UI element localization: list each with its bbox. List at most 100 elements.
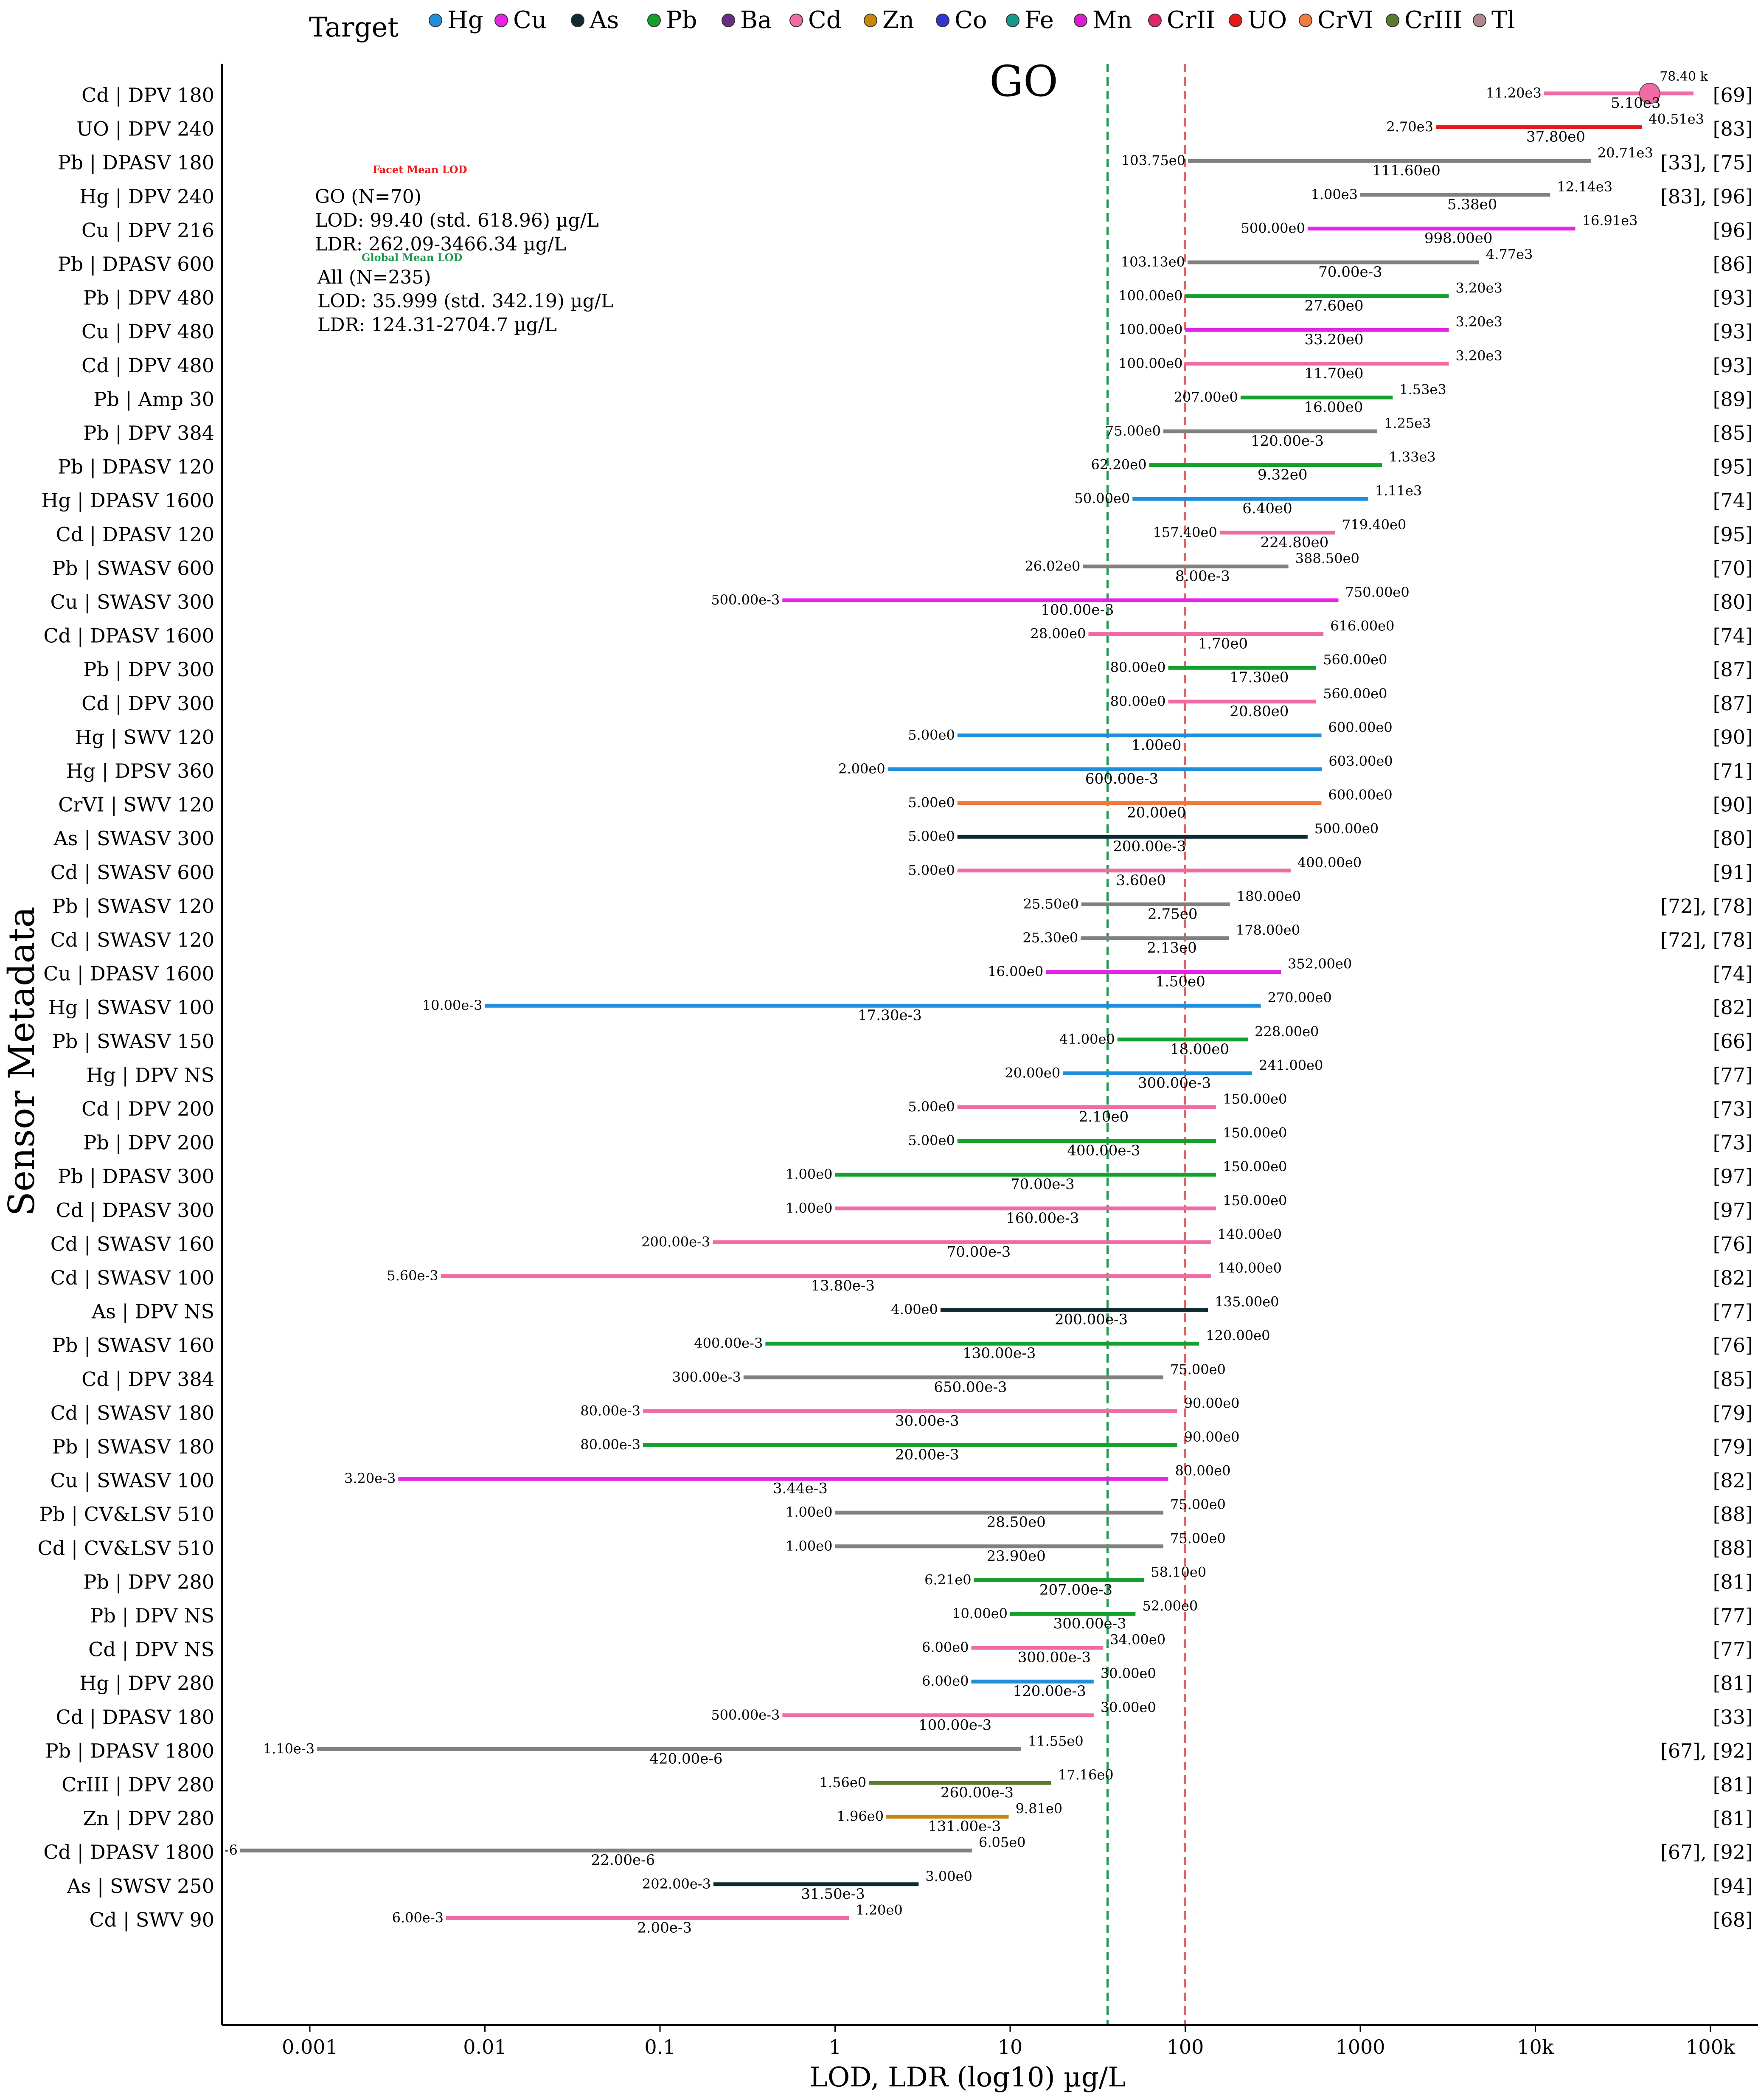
range-start-label: 207.00e0 [1174,389,1238,405]
y-axis-label: Sensor Metadata [1,906,42,1216]
value-labels: Cd | DPV 180 [69] 11.20e3 5.10e3 UO | DPV 24… [38,69,1753,1936]
stats-annotation: Facet Mean LOD Global Mean LOD GO (N=70)… [315,163,613,336]
range-end-label: 603.00e0 [1328,753,1393,769]
legend-label: UO [1247,6,1287,34]
row-reference: [83] [1713,118,1753,141]
lod-label: 1.50e0 [1155,973,1205,990]
row-label: Pb | SWASV 600 [52,557,214,579]
range-end-label: 75.00e0 [1170,1530,1226,1546]
lod-label: 5.10e3 [1611,95,1660,112]
legend-label: Cu [513,6,547,34]
range-start-label: 6.00e-3 [392,1909,444,1926]
range-end-label: 3.00e0 [925,1868,972,1884]
reference-lines [1106,64,1186,2025]
row-label: Zn | DPV 280 [83,1807,214,1830]
legend-entry-crvi: CrVI [1299,6,1373,34]
range-start-label: 62.20e0 [1091,457,1147,473]
row-reference: [95] [1713,455,1753,478]
range-end-label: 600.00e0 [1328,787,1392,803]
range-start-label: 500.00e0 [1241,220,1305,236]
lod-label: 998.00e0 [1424,230,1493,247]
lod-label: 9.32e0 [1258,467,1307,484]
lod-label: 131.00e-3 [928,1818,1001,1835]
row-reference: [70] [1713,557,1753,579]
lod-label: 30.00e-3 [895,1412,959,1429]
range-start-label: 6.00e0 [922,1639,969,1656]
range-start-label: 5.00e0 [908,727,955,743]
lod-label: 2.10e0 [1079,1108,1129,1125]
row-label: Cu | DPASV 1600 [43,962,214,985]
row-label: Cu | DPV 480 [81,320,214,343]
range-start-label: 103.13e0 [1121,254,1185,270]
row-reference: [74] [1713,962,1753,985]
range-end-label: 30.00e0 [1101,1665,1156,1681]
row-reference: [88] [1713,1503,1753,1526]
row-label: CrVI | SWV 120 [58,793,214,816]
range-end-label: 30.00e0 [1101,1699,1156,1715]
row-label: Hg | SWASV 100 [48,996,214,1019]
lod-label: 300.00e-3 [1138,1074,1211,1091]
range-start-label: 300.00e-3 [672,1369,741,1385]
range-start-label: 1.56e0 [820,1774,867,1791]
row-reference: [81] [1713,1672,1753,1695]
range-start-label: -6 [225,1842,238,1858]
x-tick-label: 100 [1167,2035,1204,2058]
x-tick-label: 10 [998,2035,1023,2058]
legend-label: Pb [666,6,697,34]
range-start-label: 75.00e0 [1105,423,1161,439]
lod-label: 2.00e-3 [637,1919,692,1936]
range-end-label: 352.00e0 [1288,956,1352,972]
row-label: Cd | SWV 90 [89,1908,214,1931]
legend-swatch [429,14,442,27]
range-end-label: 1.33e3 [1389,449,1436,465]
lod-label: 6.40e0 [1242,500,1292,517]
range-end-label: 1.20e0 [856,1902,903,1918]
row-label: Pb | SWASV 160 [52,1334,214,1357]
row-label: Pb | SWASV 150 [52,1030,214,1053]
range-end-label: 120.00e0 [1206,1327,1270,1344]
legend-label: CrIII [1404,6,1462,34]
legend-entry-cu: Cu [494,6,547,34]
lod-label: 200.00e-3 [1113,838,1186,855]
lod-label: 600.00e-3 [1085,770,1158,787]
lod-label: 20.80e0 [1230,703,1289,720]
row-reference: [33] [1713,1706,1753,1729]
legend-swatch [494,14,508,27]
lod-label: 5.38e0 [1447,196,1497,213]
lod-label: 420.00e-6 [649,1750,722,1767]
point-value-label: 78.40 k [1660,69,1708,84]
range-end-label: 600.00e0 [1328,719,1392,735]
lod-label: 33.20e0 [1304,331,1363,348]
row-reference: [93] [1713,354,1753,377]
range-start-label: 41.00e0 [1059,1031,1115,1047]
range-start-label: 5.60e-3 [387,1268,438,1284]
range-end-label: 150.00e0 [1223,1125,1287,1141]
row-label: Pb | DPV 384 [83,422,214,444]
range-end-label: 270.00e0 [1267,990,1331,1006]
lod-label: 3.60e0 [1116,872,1166,889]
x-tick-label: 100k [1686,2035,1736,2058]
legend-label: CrVI [1317,6,1373,34]
row-label: Pb | DPV 280 [83,1570,214,1593]
range-end-label: 80.00e0 [1175,1463,1231,1479]
range-start-label: 2.70e3 [1386,119,1433,135]
row-label: Cd | CV&LSV 510 [38,1537,214,1560]
row-reference: [79] [1713,1401,1753,1424]
x-tick-label: 1 [829,2035,841,2058]
row-reference: [77] [1713,1300,1753,1323]
lod-label: 17.30e0 [1230,669,1289,686]
row-label: Cd | SWASV 180 [51,1401,214,1424]
range-end-label: 1.25e3 [1384,415,1431,431]
row-label: As | SWSV 250 [66,1875,214,1898]
row-label: Cd | DPASV 180 [56,1706,214,1729]
row-label: CrIII | DPV 280 [62,1773,214,1796]
range-start-label: 1.96e0 [837,1808,884,1824]
legend-swatch [1473,14,1486,27]
range-start-label: 1.10e-3 [263,1740,315,1757]
x-axis-label: LOD, LDR (log10) µg/L [809,2062,1126,2093]
legend-swatch [1299,14,1312,27]
row-label: Pb | DPV 480 [83,287,214,309]
legend-swatch [722,14,735,27]
lod-label: 111.60e0 [1372,162,1441,179]
legend-label: As [589,6,619,34]
